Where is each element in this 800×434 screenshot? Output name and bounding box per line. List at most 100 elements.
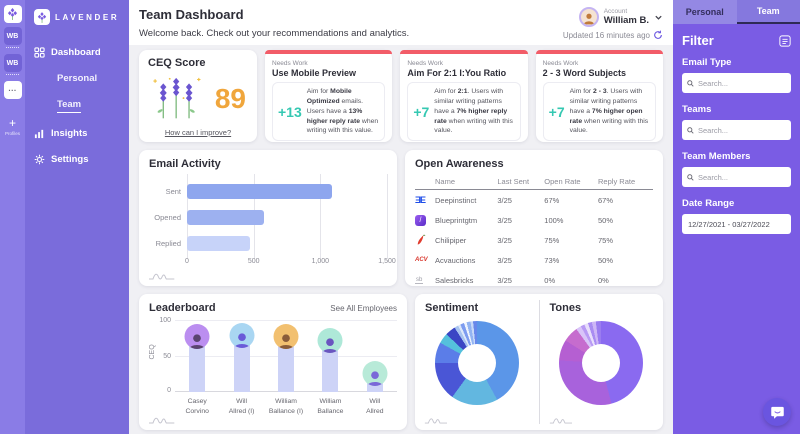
needs-work-tag: Needs Work — [407, 60, 443, 67]
dashboard-content: CEQ Score 89 — [129, 45, 673, 430]
needs-work-tag: Needs Work — [542, 60, 579, 67]
workspace-badge-wb-2[interactable]: WB — [3, 54, 22, 72]
filter-label-date-range: Date Range — [682, 198, 735, 209]
brand-name: LAVENDER — [55, 12, 120, 22]
workspace-rail: WB WB ... + Profiles — [0, 0, 25, 434]
grid-icon — [34, 47, 45, 58]
deepinstinct-logo: ƎE — [415, 195, 426, 205]
leaderboard-title: Leaderboard — [149, 302, 216, 314]
search-input[interactable] — [698, 78, 786, 88]
watermark-icon — [424, 418, 448, 424]
leaderboard-card: Leaderboard See All Employees CEQ 100 50… — [139, 294, 407, 430]
recommendation-card-mobile-preview: Needs Work Use Mobile Preview +13 Aim fo… — [265, 50, 393, 142]
watermark-icon — [549, 418, 572, 424]
topbar: Team Dashboard Welcome back. Check out y… — [129, 0, 673, 45]
more-workspaces-button[interactable]: ... — [3, 81, 22, 99]
employee-name: William Ballance — [317, 398, 344, 415]
avatar — [273, 324, 299, 350]
sidebar-item-label: Team — [57, 99, 82, 113]
company-name: Blueprintgtm — [435, 215, 478, 225]
divider — [538, 300, 540, 424]
tab-team[interactable]: Team — [736, 0, 800, 24]
sidebar-nav: Dashboard Personal Team Insights Setting… — [34, 47, 129, 165]
employee-name: Casey Corvino — [185, 398, 209, 415]
gridline — [175, 320, 397, 321]
sidebar-item-insights[interactable]: Insights — [34, 128, 129, 139]
employee-name: Will Allred (I) — [228, 398, 255, 415]
open-rate-value: 73% — [544, 255, 560, 265]
ceq-score-value: 89 — [214, 82, 246, 114]
open-rate-value: 0% — [544, 275, 556, 285]
ceq-improve-link[interactable]: How can I improve? — [164, 128, 232, 137]
leaderboard-column — [264, 320, 308, 392]
sentiment-section: Sentiment — [415, 294, 539, 430]
see-all-employees-link[interactable]: See All Employees — [330, 304, 397, 313]
email-type-search[interactable] — [682, 73, 791, 93]
sidebar-item-team[interactable]: Team — [34, 99, 129, 113]
x-tick: 0 — [185, 258, 189, 265]
account-menu[interactable]: Account William B. — [578, 7, 663, 27]
lavender-logo-tile[interactable] — [3, 5, 22, 23]
x-tick: 500 — [247, 258, 260, 265]
bar-label-opened: Opened — [154, 212, 181, 222]
leaderboard-bar — [278, 337, 295, 392]
sidebar-item-label: Insights — [51, 128, 88, 139]
sidebar-item-dashboard[interactable]: Dashboard — [34, 47, 129, 58]
avatar — [362, 361, 388, 386]
workspace-badge-wb-1[interactable]: WB — [3, 27, 22, 45]
recommendation-detail: +7 Aim for 2 - 3. Users with similar wri… — [542, 82, 656, 142]
teams-search[interactable] — [682, 120, 791, 140]
lavender-flower-icon — [7, 8, 18, 20]
recommendation-detail: +13 Aim for Mobile Optimized emails. Use… — [272, 82, 386, 142]
add-workspace-button[interactable]: + — [8, 116, 16, 130]
y-tick: 0 — [167, 387, 171, 394]
bar-replied — [187, 235, 250, 251]
last-sent-value: 3/25 — [497, 215, 512, 225]
search-icon — [687, 126, 694, 134]
main-area: Team Dashboard Welcome back. Check out y… — [129, 0, 673, 434]
gridline — [320, 174, 322, 258]
date-range-input[interactable]: 12/27/2021 - 03/27/2022 — [682, 214, 791, 234]
refresh-icon[interactable] — [653, 30, 663, 40]
reply-rate-value: 75% — [598, 235, 614, 245]
search-input[interactable] — [698, 125, 786, 135]
recommendation-card-iyou-ratio: Needs Work Aim For 2:1 I:You Ratio +7 Ai… — [400, 50, 528, 142]
search-input[interactable] — [698, 172, 786, 182]
team-members-search[interactable] — [682, 167, 791, 187]
column-header-name: Name — [435, 174, 498, 190]
recommendation-body: Aim for 2 - 3. Users with similar writin… — [569, 88, 649, 135]
lavender-flower-icon — [37, 11, 47, 23]
bar-sent — [187, 183, 333, 199]
x-tick: 1,000 — [311, 258, 330, 265]
open-rate-value: 100% — [544, 215, 564, 225]
workspace-badge-underline — [6, 74, 19, 75]
sidebar-item-settings[interactable]: Settings — [34, 154, 129, 165]
table-row: sb Salesbricks 3/25 0% 0% — [415, 270, 653, 290]
avatar — [578, 7, 599, 27]
leaderboard-bar — [189, 337, 206, 392]
bar-label-sent: Sent — [165, 186, 181, 196]
open-rate-value: 67% — [544, 195, 560, 205]
sidebar-item-personal[interactable]: Personal — [34, 73, 129, 84]
ceq-score-title: CEQ Score — [148, 57, 206, 69]
reply-rate-value: 50% — [598, 255, 614, 265]
employee-name: Will Allred — [366, 398, 384, 415]
table-row: Chilipiper 3/25 75% 75% — [415, 230, 653, 250]
tones-donut-chart — [559, 321, 644, 405]
chat-widget-button[interactable] — [763, 398, 791, 426]
salesbricks-logo: sb — [415, 276, 424, 284]
ceq-score-card: CEQ Score 89 — [139, 50, 257, 142]
open-awareness-title: Open Awareness — [415, 158, 504, 170]
score-delta: +13 — [278, 103, 302, 120]
tab-personal[interactable]: Personal — [685, 7, 724, 17]
sentiment-title: Sentiment — [425, 302, 479, 314]
avatar — [184, 324, 210, 350]
leaderboard-chart: CEQ 100 50 0 — [149, 317, 397, 394]
y-axis-label: CEQ — [149, 344, 157, 360]
recommendation-body: Aim for 2:1. Users with similar writing … — [434, 88, 513, 135]
watermark-icon — [149, 417, 175, 424]
open-rate-value: 75% — [544, 235, 560, 245]
avatar — [317, 327, 343, 353]
filter-list-icon[interactable] — [779, 34, 791, 47]
leaderboard-column — [308, 320, 352, 392]
